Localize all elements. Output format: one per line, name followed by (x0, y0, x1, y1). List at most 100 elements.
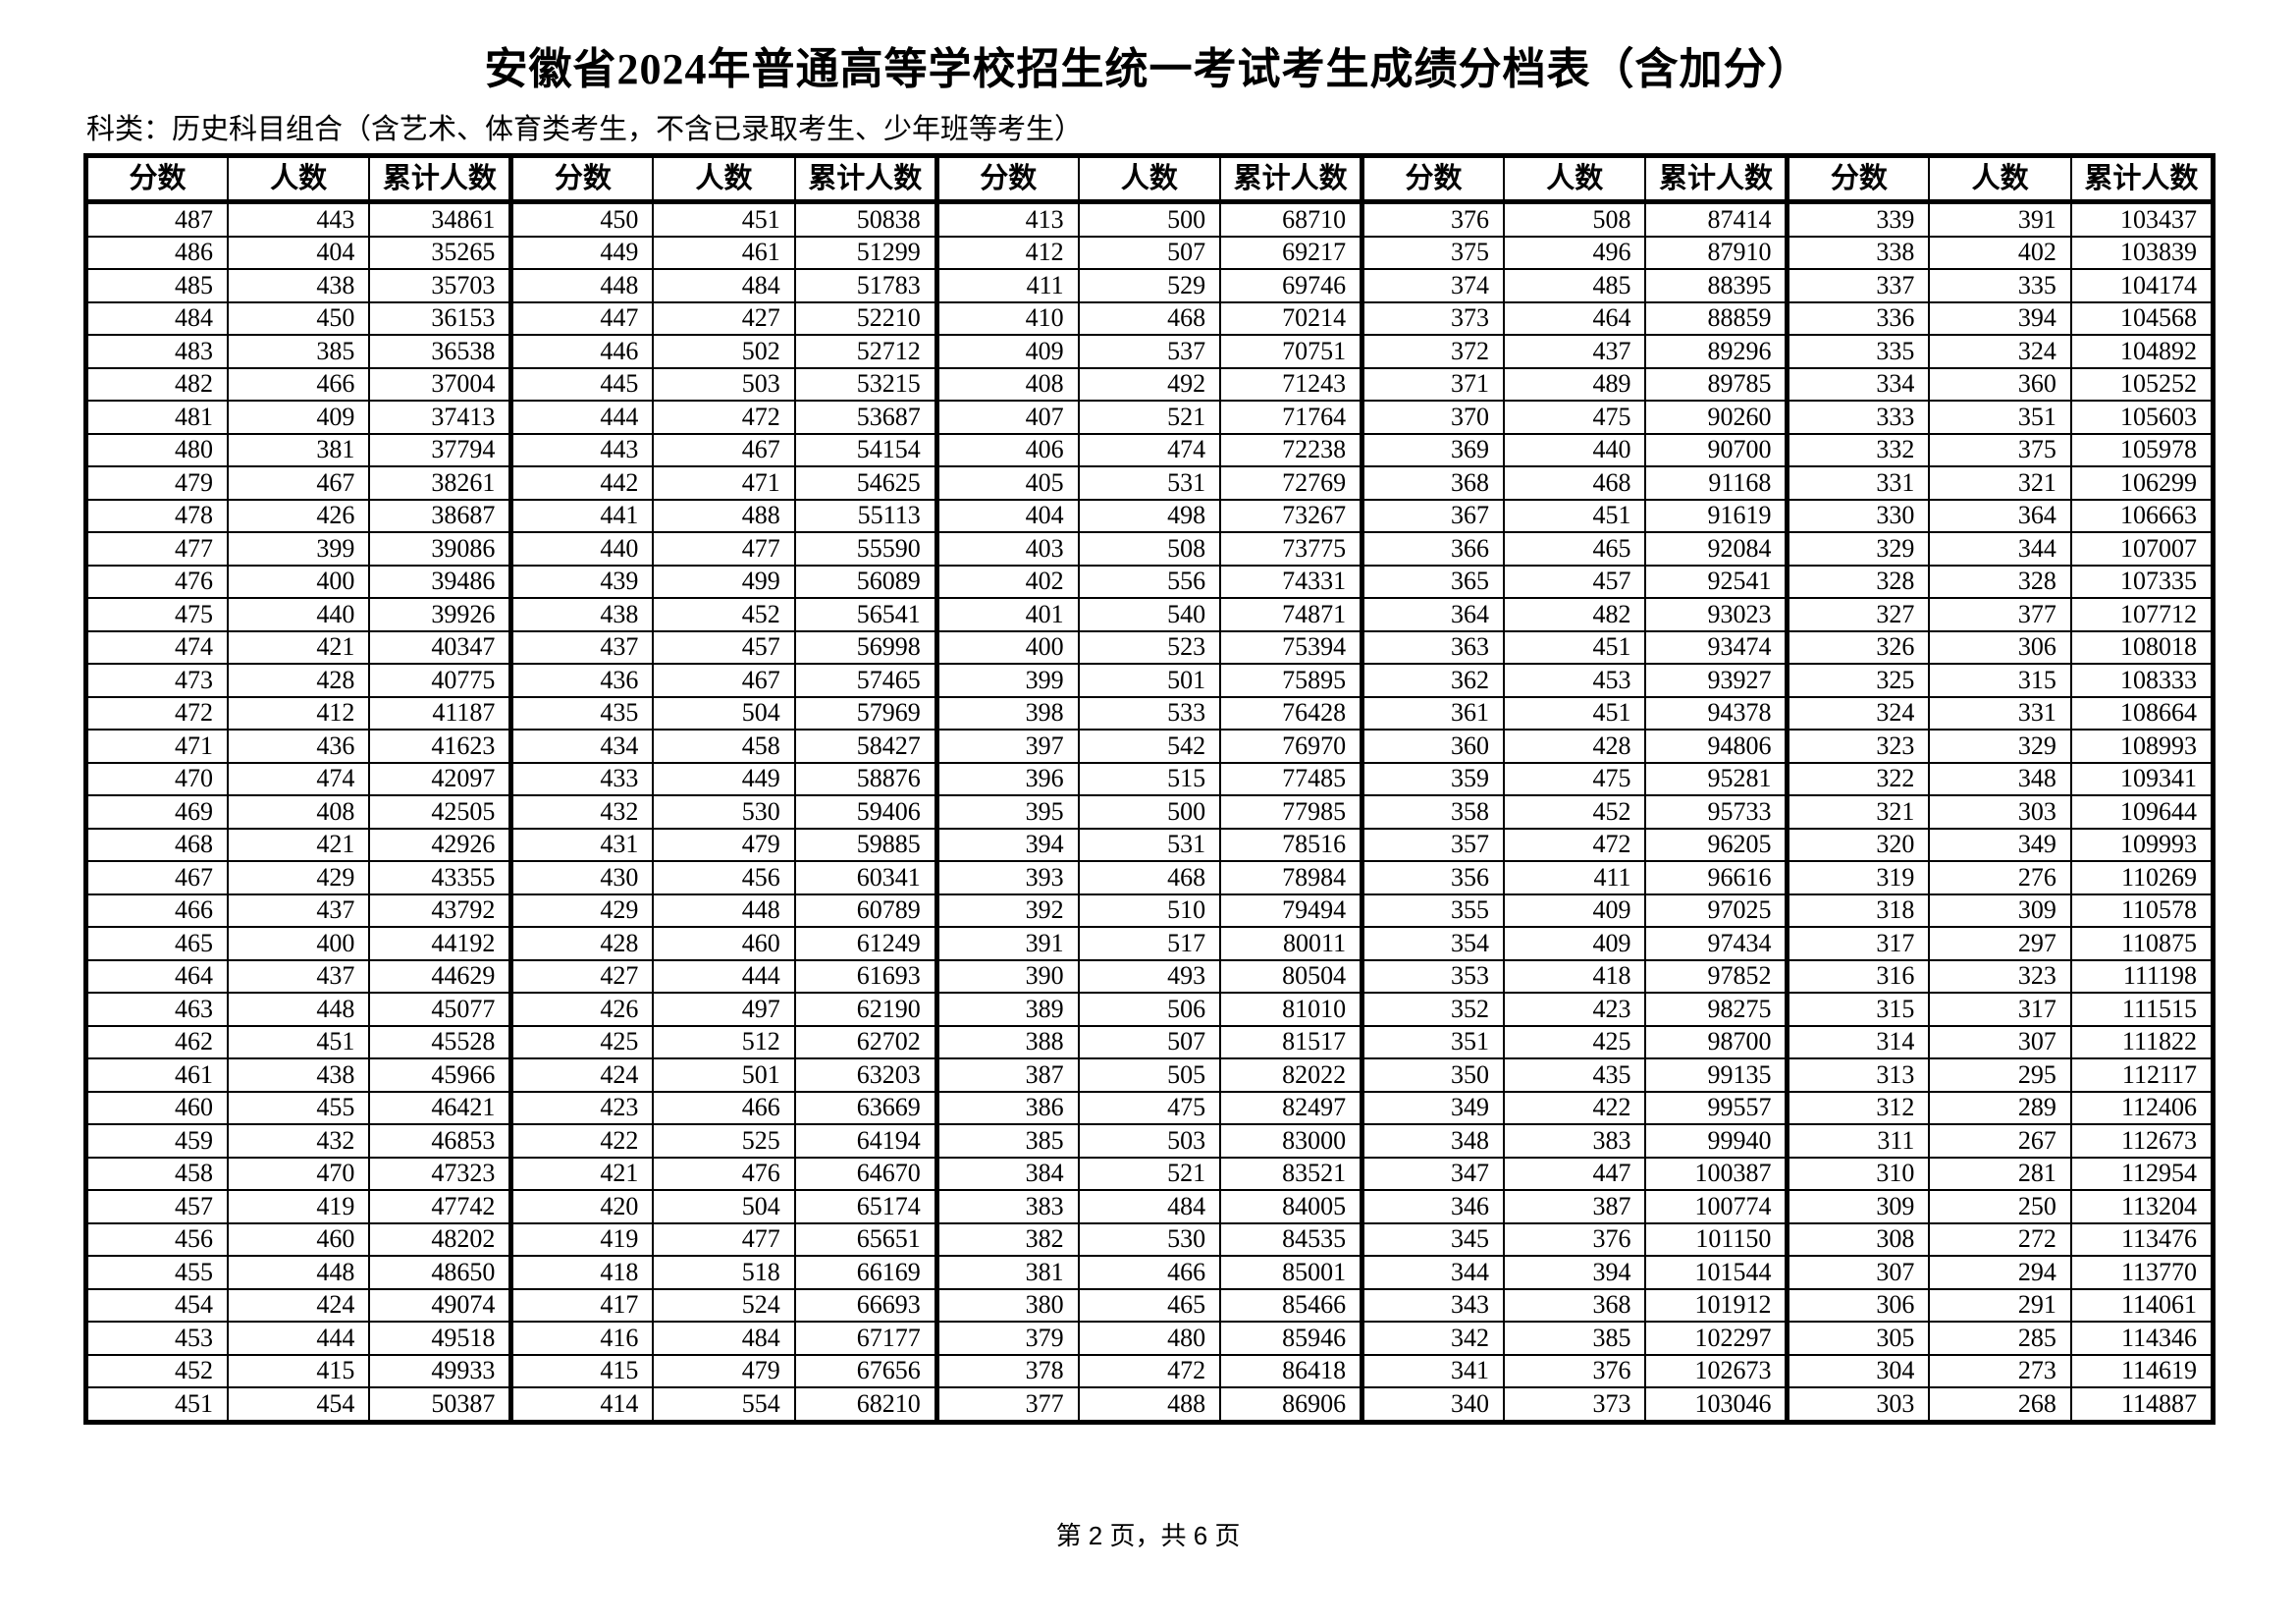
score-cell: 344 (1360, 1255, 1506, 1290)
score-cell: 431 (508, 827, 655, 862)
cumulative-cell: 83521 (1219, 1156, 1363, 1191)
score-cell: 366 (1360, 531, 1506, 567)
cumulative-cell: 54625 (793, 465, 938, 501)
count-cell: 385 (226, 334, 371, 369)
table-row: 451 454 50387 414 554 68210 377 488 86906 340 373 1… (84, 1386, 2215, 1423)
cumulative-cell: 38687 (368, 498, 512, 533)
count-cell: 394 (1928, 300, 2072, 336)
score-cell: 437 (508, 629, 655, 665)
count-cell: 276 (1928, 860, 2072, 895)
table-row: 453 444 49518 416 484 67177 379 480 85946 342 385 1… (84, 1321, 2215, 1356)
count-cell: 500 (1077, 200, 1222, 238)
cumulative-cell: 64194 (793, 1123, 938, 1159)
score-cell: 456 (84, 1221, 229, 1257)
score-cell: 454 (84, 1287, 229, 1323)
score-cell: 403 (934, 531, 1080, 567)
cumulative-cell: 49933 (368, 1353, 512, 1388)
count-cell: 376 (1503, 1353, 1647, 1388)
score-cell: 356 (1360, 860, 1506, 895)
score-cell: 353 (1360, 958, 1506, 994)
count-cell: 429 (226, 860, 371, 895)
count-cell: 409 (226, 400, 371, 435)
score-cell: 348 (1360, 1123, 1506, 1159)
cumulative-cell: 47323 (368, 1156, 512, 1191)
cumulative-cell: 61693 (793, 958, 938, 994)
count-cell: 521 (1077, 400, 1222, 435)
cumulative-cell: 62702 (793, 1024, 938, 1059)
count-cell: 447 (1503, 1156, 1647, 1191)
cumulative-cell: 61249 (793, 926, 938, 961)
score-cell: 387 (934, 1057, 1080, 1093)
score-cell: 462 (84, 1024, 229, 1059)
score-cell: 311 (1785, 1123, 1931, 1159)
score-cell: 345 (1360, 1221, 1506, 1257)
cumulative-cell: 84535 (1219, 1221, 1363, 1257)
score-distribution-table: 分数 人数 累计人数 分数 人数 累计人数 分数 人数 累计人数 分数 人数 累计人数 分数 人数 累计人数… (83, 153, 2216, 1425)
cumulative-cell: 108664 (2069, 695, 2215, 731)
score-cell: 444 (508, 400, 655, 435)
score-cell: 363 (1360, 629, 1506, 665)
count-cell: 303 (1928, 794, 2072, 830)
score-cell: 386 (934, 1090, 1080, 1125)
count-cell: 465 (1503, 531, 1647, 567)
cumulative-cell: 74871 (1219, 597, 1363, 632)
cumulative-cell: 81517 (1219, 1024, 1363, 1059)
score-cell: 407 (934, 400, 1080, 435)
cumulative-cell: 36153 (368, 300, 512, 336)
count-cell: 468 (1077, 300, 1222, 336)
cumulative-cell: 66693 (793, 1287, 938, 1323)
table-row: 468 421 42926 431 479 59885 394 531 78516 357 472 9… (84, 827, 2215, 862)
count-cell: 540 (1077, 597, 1222, 632)
count-cell: 272 (1928, 1221, 2072, 1257)
score-cell: 364 (1360, 597, 1506, 632)
count-cell: 435 (1503, 1057, 1647, 1093)
score-cell: 452 (84, 1353, 229, 1388)
score-cell: 469 (84, 794, 229, 830)
count-cell: 508 (1503, 200, 1647, 238)
table-row: 471 436 41623 434 458 58427 397 542 76970 360 428 9… (84, 729, 2215, 764)
cumulative-cell: 58876 (793, 761, 938, 796)
table-row: 485 438 35703 448 484 51783 411 529 69746 374 485 8… (84, 268, 2215, 303)
score-cell: 339 (1785, 200, 1931, 238)
count-cell: 474 (226, 761, 371, 796)
count-cell: 477 (652, 531, 796, 567)
score-cell: 312 (1785, 1090, 1931, 1125)
count-cell: 502 (652, 334, 796, 369)
count-cell: 500 (1077, 794, 1222, 830)
score-cell: 390 (934, 958, 1080, 994)
score-cell: 428 (508, 926, 655, 961)
cumulative-cell: 51299 (793, 235, 938, 270)
cumulative-cell: 104892 (2069, 334, 2215, 369)
count-cell: 335 (1928, 268, 2072, 303)
cumulative-cell: 80011 (1219, 926, 1363, 961)
count-cell: 437 (1503, 334, 1647, 369)
cumulative-cell: 55590 (793, 531, 938, 567)
cumulative-cell: 113204 (2069, 1189, 2215, 1224)
count-cell: 399 (226, 531, 371, 567)
score-cell: 476 (84, 564, 229, 599)
cumulative-cell: 82022 (1219, 1057, 1363, 1093)
cumulative-cell: 59885 (793, 827, 938, 862)
cumulative-cell: 65651 (793, 1221, 938, 1257)
cumulative-cell: 88859 (1644, 300, 1789, 336)
score-cell: 330 (1785, 498, 1931, 533)
cumulative-cell: 75394 (1219, 629, 1363, 665)
score-cell: 324 (1785, 695, 1931, 731)
score-cell: 477 (84, 531, 229, 567)
score-cell: 451 (84, 1386, 229, 1423)
count-cell: 480 (1077, 1321, 1222, 1356)
count-cell: 510 (1077, 893, 1222, 928)
score-cell: 375 (1360, 235, 1506, 270)
cumulative-cell: 112117 (2069, 1057, 2215, 1093)
cumulative-cell: 50387 (368, 1386, 512, 1423)
score-cell: 468 (84, 827, 229, 862)
count-cell: 448 (226, 992, 371, 1027)
cumulative-cell: 112406 (2069, 1090, 2215, 1125)
table-row: 459 432 46853 422 525 64194 385 503 83000 348 383 9… (84, 1123, 2215, 1159)
cumulative-cell: 41623 (368, 729, 512, 764)
table-row: 486 404 35265 449 461 51299 412 507 69217 375 496 8… (84, 235, 2215, 270)
score-cell: 395 (934, 794, 1080, 830)
cumulative-cell: 35265 (368, 235, 512, 270)
table-row: 469 408 42505 432 530 59406 395 500 77985 358 452 9… (84, 794, 2215, 830)
cumulative-cell: 90260 (1644, 400, 1789, 435)
